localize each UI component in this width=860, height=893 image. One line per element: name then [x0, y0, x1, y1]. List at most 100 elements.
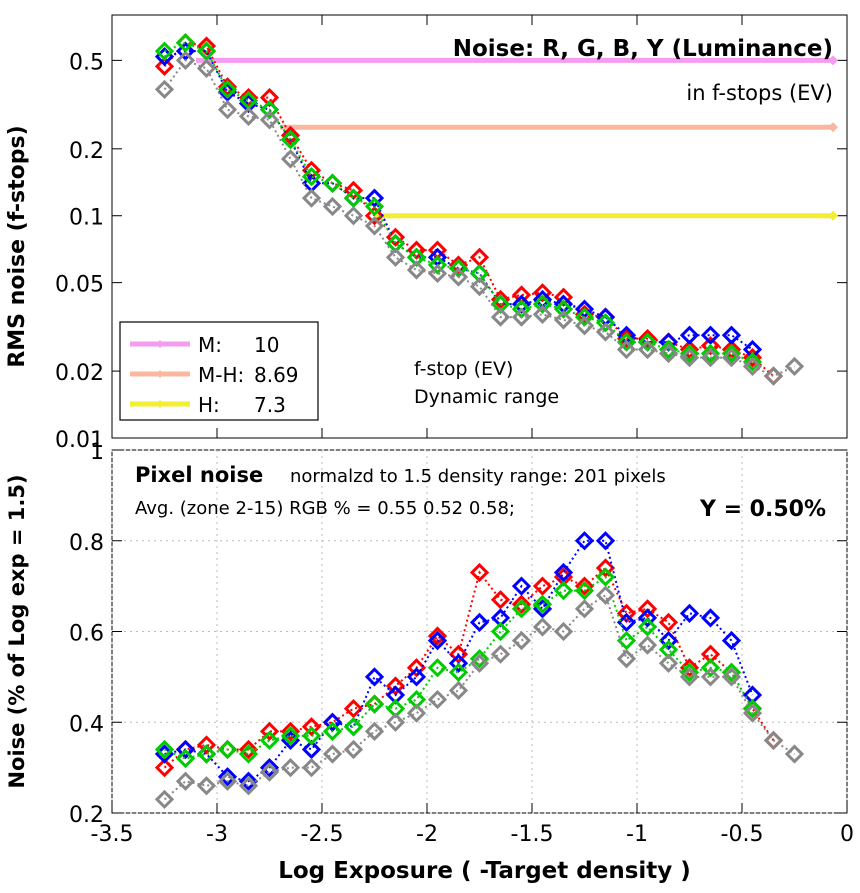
bottom-chart-title: Pixel noise: [135, 463, 263, 487]
bottom-data-point: [301, 726, 322, 746]
top-data-point: [196, 36, 217, 56]
top-data-point: [196, 41, 217, 61]
top-data-point: [616, 339, 637, 360]
bottom-data-point: [301, 739, 322, 760]
top-data-point: [364, 206, 385, 226]
legend-value: 8.69: [254, 363, 299, 387]
dynamic-range-line-marker: [828, 122, 838, 133]
bottom-data-point: [532, 576, 553, 596]
top-data-point: [595, 313, 616, 333]
bottom-data-point: [238, 771, 259, 791]
top-y-tick-label: 0.05: [55, 273, 104, 298]
bottom-data-point: [553, 621, 574, 642]
bottom-data-point: [574, 599, 595, 619]
bottom-data-point: [343, 699, 364, 719]
top-data-point: [679, 343, 700, 364]
bottom-data-point: [469, 649, 490, 669]
top-data-point: [658, 339, 679, 360]
bottom-data-point: [385, 676, 406, 696]
top-data-point: [511, 307, 532, 327]
bottom-data-point: [658, 612, 679, 633]
top-data-point: [658, 343, 679, 364]
bottom-data-point: [469, 562, 490, 583]
dynamic-range-annotation: f-stop (EV): [414, 358, 513, 380]
bottom-data-point: [763, 730, 784, 751]
bottom-data-point: [427, 689, 448, 710]
top-data-point: [175, 33, 196, 53]
bottom-data-point: [595, 531, 616, 551]
dynamic-range-annotation: Dynamic range: [414, 386, 559, 408]
bottom-data-point: [637, 599, 658, 619]
bottom-data-point: [175, 748, 196, 769]
top-data-point: [742, 352, 763, 372]
bottom-data-point: [637, 635, 658, 655]
bottom-data-point: [658, 653, 679, 673]
bottom-data-point: [511, 630, 532, 651]
bottom-data-point: [490, 590, 511, 610]
top-data-point: [700, 336, 721, 356]
bottom-data-point: [595, 585, 616, 605]
bottom-data-point: [658, 630, 679, 651]
top-data-point: [238, 106, 259, 126]
legend-value: 10: [254, 333, 279, 357]
bottom-data-point: [595, 567, 616, 587]
top-data-point: [259, 100, 280, 120]
top-data-point: [448, 267, 469, 287]
top-data-point: [637, 339, 658, 360]
top-data-point: [532, 294, 553, 314]
top-data-point: [343, 206, 364, 226]
top-data-point: [301, 166, 322, 187]
dynamic-range-line-marker: [828, 210, 838, 221]
top-data-point: [217, 79, 238, 100]
legend-swatch-marker: [156, 370, 164, 378]
top-data-point: [427, 263, 448, 284]
bottom-data-point: [700, 667, 721, 687]
legend-label: M-H:: [198, 363, 244, 387]
bottom-data-point: [721, 667, 742, 687]
bottom-y-tick-label: 0.4: [69, 712, 104, 737]
top-data-point: [448, 255, 469, 275]
bottom-data-point: [364, 694, 385, 714]
bottom-x-tick-label: -1.5: [511, 822, 554, 847]
bottom-data-point: [259, 758, 280, 778]
bottom-data-point: [742, 699, 763, 719]
top-data-point: [259, 87, 280, 108]
x-axis-label: Log Exposure ( -Target density ): [278, 858, 691, 884]
top-y-tick-label: 0.01: [55, 428, 104, 453]
top-data-point: [595, 322, 616, 342]
top-data-point: [154, 41, 175, 61]
bottom-data-point: [574, 581, 595, 601]
bottom-data-point: [574, 576, 595, 596]
bottom-data-point: [700, 658, 721, 678]
bottom-x-tick-label: -0.5: [721, 822, 764, 847]
bottom-avg-text: Avg. (zone 2-15) RGB % = 0.55 0.52 0.58;: [135, 498, 515, 519]
top-data-point: [763, 366, 784, 386]
top-data-point: [385, 247, 406, 267]
bottom-y-tick-label: 0.6: [69, 622, 104, 647]
top-data-point: [385, 227, 406, 247]
bottom-data-point: [259, 762, 280, 782]
bottom-data-point: [448, 644, 469, 664]
bottom-x-tick-label: 0: [840, 822, 854, 847]
bottom-data-point: [679, 667, 700, 687]
top-data-point: [217, 100, 238, 120]
bottom-data-point: [343, 717, 364, 737]
top-data-point: [679, 347, 700, 368]
top-data-point: [280, 149, 301, 169]
top-data-point: [175, 50, 196, 70]
bottom-data-point: [469, 612, 490, 633]
bottom-y-summary: Y = 0.50%: [699, 497, 826, 522]
bottom-data-point: [511, 599, 532, 619]
legend-label: H:: [198, 393, 220, 417]
top-data-point: [574, 316, 595, 336]
bottom-data-point: [616, 630, 637, 651]
top-y-tick-label: 0.02: [55, 361, 104, 386]
bottom-y-tick-label: 0.2: [69, 803, 104, 828]
top-chart-subtitle: in f-stops (EV): [686, 81, 833, 105]
bottom-data-point: [301, 758, 322, 778]
bottom-data-point: [217, 767, 238, 787]
bottom-data-point: [574, 531, 595, 551]
bottom-data-point: [448, 680, 469, 701]
top-series-line: [163, 41, 775, 377]
